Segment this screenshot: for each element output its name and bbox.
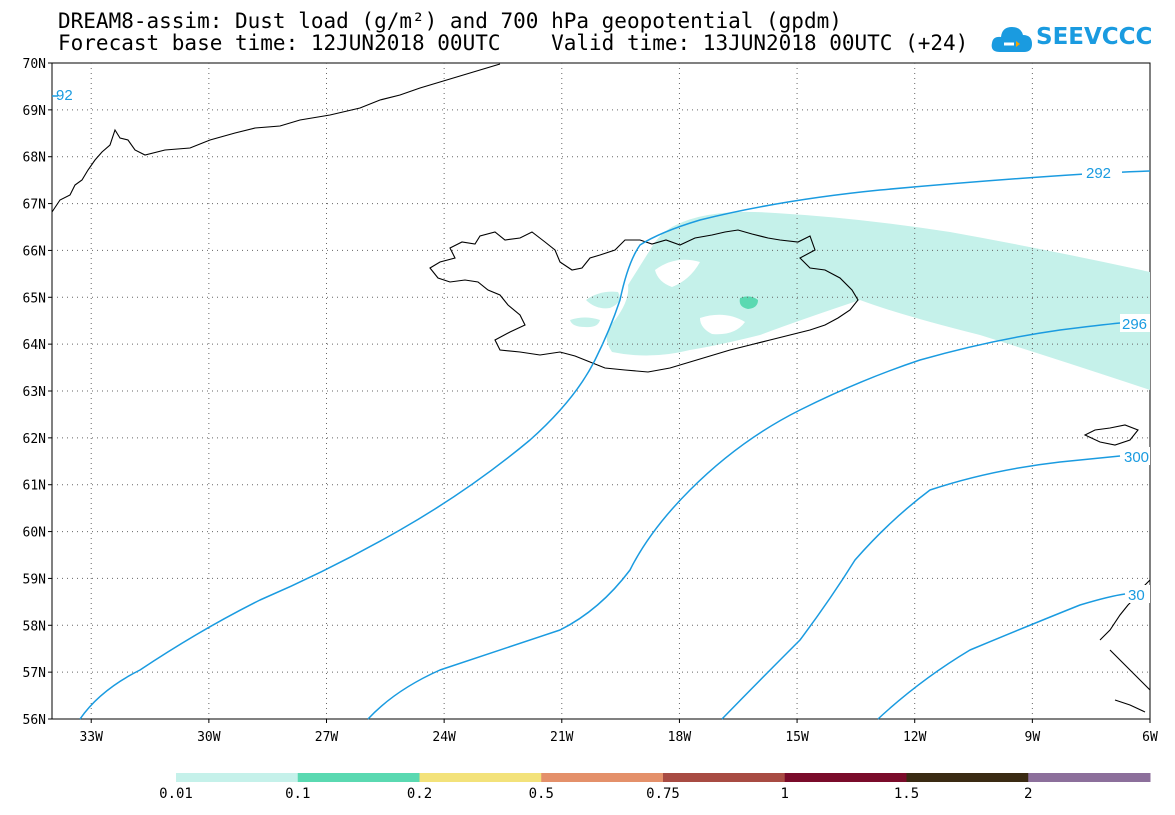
lon-tick-label: 30W <box>197 730 221 745</box>
latitude-labels: 56N 57N 58N 59N 60N 61N 62N 63N 64N 65N 66N 67N 68N 6… <box>23 57 52 728</box>
lon-tick-label: 15W <box>785 730 809 745</box>
lat-tick-label: 63N <box>23 385 46 400</box>
coastlines <box>51 63 1151 713</box>
colorbar-label: 0.5 <box>528 786 554 802</box>
lat-tick-label: 60N <box>23 526 46 541</box>
lat-tick-label: 56N <box>23 713 46 728</box>
cloud-icon <box>991 27 1032 52</box>
grid-lines <box>52 63 1150 719</box>
logo-text: SEEVCCC <box>1036 24 1153 50</box>
colorbar-label: 2 <box>1024 786 1033 802</box>
faroe-shetland-coast <box>1083 424 1139 446</box>
iceland-coast <box>429 229 859 373</box>
lat-tick-label: 64N <box>23 338 46 353</box>
colorbar-segment <box>784 773 907 782</box>
lat-tick-label: 67N <box>23 198 46 213</box>
colorbar-segment <box>1028 773 1151 782</box>
lat-tick-label: 59N <box>23 572 46 587</box>
contour-label-300: 300 <box>1124 449 1149 466</box>
colorbar-label: 1 <box>780 786 789 802</box>
colorbar-label: 1.5 <box>893 786 920 802</box>
contour-292 <box>79 170 1151 720</box>
colorbar-segment <box>906 773 1029 782</box>
dust-shading <box>570 211 1150 390</box>
contour-labels: 292 92 296 300 30 <box>56 87 1150 604</box>
contour-30x <box>877 593 1126 720</box>
lat-tick-label: 57N <box>23 666 46 681</box>
lat-tick-label: 70N <box>23 57 46 72</box>
dust-core <box>739 296 758 309</box>
lat-tick-label: 61N <box>23 479 46 494</box>
map-frame <box>51 62 1151 720</box>
lon-tick-label: 18W <box>668 730 692 745</box>
dust-plume <box>606 211 1150 390</box>
colorbar-label: 0.2 <box>406 786 433 802</box>
dust-patch-west <box>586 291 620 309</box>
geopotential-contours <box>52 95 1151 720</box>
seevccc-logo: SEEVCCC <box>990 18 1153 60</box>
dust-clear-area <box>655 259 700 287</box>
lat-tick-label: 62N <box>23 432 46 447</box>
contour-label-30x: 30 <box>1128 587 1145 604</box>
greenland-coast <box>51 63 501 213</box>
colorbar-segment <box>541 773 664 782</box>
contour-label-296: 296 <box>1122 316 1147 333</box>
map-subtitle: Forecast base time: 12JUN2018 00UTC Vali… <box>58 31 969 55</box>
colorbar-segment <box>419 773 542 782</box>
longitude-labels: 33W 30W 27W 24W 21W 18W 15W 12W 9W 6W <box>79 719 1158 745</box>
colorbar-segment <box>663 773 786 782</box>
lon-tick-label: 24W <box>432 730 456 745</box>
contour-label-292: 292 <box>1086 165 1111 182</box>
contour-296 <box>367 322 1121 720</box>
lon-tick-label: 21W <box>550 730 574 745</box>
lat-tick-label: 66N <box>23 244 46 259</box>
colorbar-segment <box>297 773 420 782</box>
lat-tick-label: 69N <box>23 104 46 119</box>
colorbar-segment <box>176 773 299 782</box>
lat-tick-label: 58N <box>23 619 46 634</box>
lon-tick-label: 33W <box>79 730 103 745</box>
dust-clear-area-2 <box>700 314 745 335</box>
colorbar-label: 0.75 <box>646 786 680 802</box>
colorbar <box>176 773 1151 782</box>
map-title: DREAM8-assim: Dust load (g/m²) and 700 h… <box>58 9 842 33</box>
lon-tick-label: 9W <box>1025 730 1041 745</box>
lon-tick-label: 27W <box>315 730 339 745</box>
lon-tick-label: 12W <box>903 730 927 745</box>
lat-tick-label: 65N <box>23 291 46 306</box>
lon-tick-label: 6W <box>1142 730 1158 745</box>
dust-patch-sw <box>570 317 600 328</box>
contour-300 <box>721 455 1121 720</box>
lat-tick-label: 68N <box>23 151 46 166</box>
colorbar-label: 0.1 <box>285 786 311 802</box>
colorbar-label: 0.01 <box>159 786 193 802</box>
contour-label-92: 92 <box>56 87 73 104</box>
